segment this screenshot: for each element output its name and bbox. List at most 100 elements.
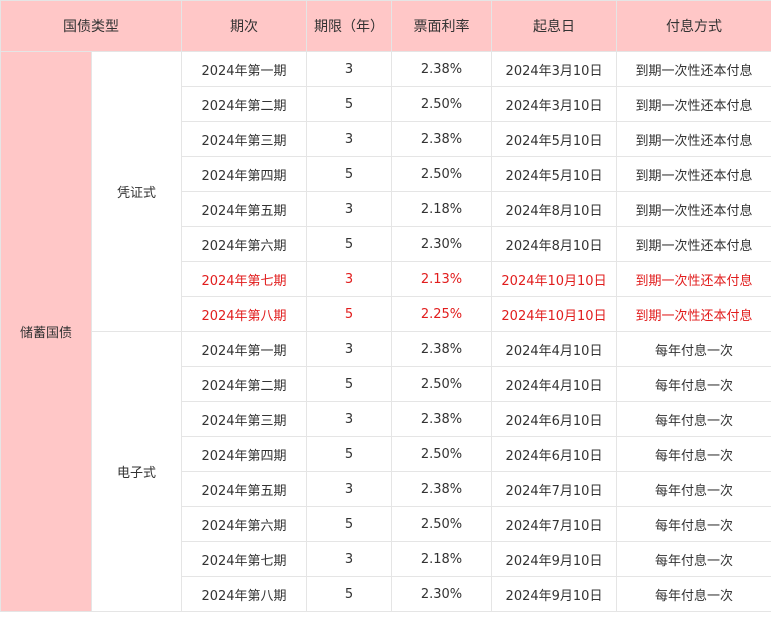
table-row: 2024年第三期 3 2.38% 2024年6月10日 每年付息一次 bbox=[1, 401, 771, 437]
table-row: 2024年第八期 5 2.30% 2024年9月10日 每年付息一次 bbox=[1, 576, 771, 612]
payment-method-cell: 到期一次性还本付息 bbox=[616, 156, 771, 192]
rate-cell: 2.18% bbox=[391, 541, 492, 577]
rate-cell: 2.50% bbox=[391, 436, 492, 472]
bond-type-cell: 储蓄国债 bbox=[0, 51, 92, 612]
period-cell: 2024年第六期 bbox=[181, 506, 307, 542]
payment-method-cell: 每年付息一次 bbox=[616, 331, 771, 367]
rate-cell: 2.38% bbox=[391, 331, 492, 367]
start-date-cell: 2024年8月10日 bbox=[491, 226, 617, 262]
table-row: 2024年第三期 3 2.38% 2024年5月10日 到期一次性还本付息 bbox=[1, 121, 771, 157]
table-row: 2024年第四期 5 2.50% 2024年6月10日 每年付息一次 bbox=[1, 436, 771, 472]
table-body: 储蓄国债 凭证式 2024年第一期 3 2.38% 2024年3月10日 到期一次性还本付息… bbox=[0, 51, 771, 612]
start-date-cell: 2024年6月10日 bbox=[491, 401, 617, 437]
start-date-cell: 2024年4月10日 bbox=[491, 366, 617, 402]
rate-cell: 2.30% bbox=[391, 576, 492, 612]
period-cell: 2024年第三期 bbox=[181, 121, 307, 157]
start-date-cell: 2024年7月10日 bbox=[491, 471, 617, 507]
start-date-cell: 2024年5月10日 bbox=[491, 156, 617, 192]
start-date-cell: 2024年10月10日 bbox=[491, 261, 617, 297]
payment-method-cell: 到期一次性还本付息 bbox=[616, 261, 771, 297]
term-cell: 5 bbox=[306, 156, 392, 192]
rate-cell: 2.50% bbox=[391, 156, 492, 192]
period-cell: 2024年第八期 bbox=[181, 296, 307, 332]
payment-method-cell: 到期一次性还本付息 bbox=[616, 226, 771, 262]
payment-method-cell: 每年付息一次 bbox=[616, 436, 771, 472]
header-period: 期次 bbox=[181, 0, 307, 52]
start-date-cell: 2024年7月10日 bbox=[491, 506, 617, 542]
table-row: 2024年第二期 5 2.50% 2024年3月10日 到期一次性还本付息 bbox=[1, 86, 771, 122]
term-cell: 3 bbox=[306, 541, 392, 577]
term-cell: 3 bbox=[306, 191, 392, 227]
period-cell: 2024年第八期 bbox=[181, 576, 307, 612]
header-bond-type: 国债类型 bbox=[0, 0, 182, 52]
rate-cell: 2.38% bbox=[391, 471, 492, 507]
payment-method-cell: 到期一次性还本付息 bbox=[616, 86, 771, 122]
rate-cell: 2.38% bbox=[391, 401, 492, 437]
payment-method-cell: 每年付息一次 bbox=[616, 471, 771, 507]
period-cell: 2024年第二期 bbox=[181, 366, 307, 402]
term-cell: 5 bbox=[306, 576, 392, 612]
rate-cell: 2.13% bbox=[391, 261, 492, 297]
start-date-cell: 2024年3月10日 bbox=[491, 51, 617, 87]
period-cell: 2024年第五期 bbox=[181, 191, 307, 227]
term-cell: 3 bbox=[306, 401, 392, 437]
rate-cell: 2.50% bbox=[391, 506, 492, 542]
rate-cell: 2.38% bbox=[391, 51, 492, 87]
payment-method-cell: 到期一次性还本付息 bbox=[616, 191, 771, 227]
term-cell: 5 bbox=[306, 506, 392, 542]
payment-method-cell: 每年付息一次 bbox=[616, 541, 771, 577]
term-cell: 5 bbox=[306, 296, 392, 332]
term-cell: 3 bbox=[306, 261, 392, 297]
start-date-cell: 2024年5月10日 bbox=[491, 121, 617, 157]
period-cell: 2024年第三期 bbox=[181, 401, 307, 437]
payment-method-cell: 到期一次性还本付息 bbox=[616, 51, 771, 87]
start-date-cell: 2024年3月10日 bbox=[491, 86, 617, 122]
start-date-cell: 2024年4月10日 bbox=[491, 331, 617, 367]
payment-method-cell: 到期一次性还本付息 bbox=[616, 121, 771, 157]
term-cell: 5 bbox=[306, 436, 392, 472]
payment-method-cell: 到期一次性还本付息 bbox=[616, 296, 771, 332]
period-cell: 2024年第二期 bbox=[181, 86, 307, 122]
start-date-cell: 2024年9月10日 bbox=[491, 541, 617, 577]
start-date-cell: 2024年9月10日 bbox=[491, 576, 617, 612]
payment-method-cell: 每年付息一次 bbox=[616, 576, 771, 612]
bond-subtype-cell: 凭证式 bbox=[91, 51, 182, 332]
rate-cell: 2.50% bbox=[391, 86, 492, 122]
header-term: 期限（年） bbox=[306, 0, 392, 52]
bond-subtype-cell: 电子式 bbox=[91, 331, 182, 612]
term-cell: 3 bbox=[306, 331, 392, 367]
rate-cell: 2.18% bbox=[391, 191, 492, 227]
period-cell: 2024年第七期 bbox=[181, 261, 307, 297]
payment-method-cell: 每年付息一次 bbox=[616, 401, 771, 437]
table-row: 2024年第二期 5 2.50% 2024年4月10日 每年付息一次 bbox=[1, 366, 771, 402]
period-cell: 2024年第一期 bbox=[181, 51, 307, 87]
table-row: 2024年第八期 5 2.25% 2024年10月10日 到期一次性还本付息 bbox=[1, 296, 771, 332]
period-cell: 2024年第六期 bbox=[181, 226, 307, 262]
table-row: 2024年第七期 3 2.18% 2024年9月10日 每年付息一次 bbox=[1, 541, 771, 577]
payment-method-cell: 每年付息一次 bbox=[616, 366, 771, 402]
term-cell: 3 bbox=[306, 471, 392, 507]
period-cell: 2024年第四期 bbox=[181, 436, 307, 472]
header-rate: 票面利率 bbox=[391, 0, 492, 52]
rate-cell: 2.50% bbox=[391, 366, 492, 402]
header-row: 国债类型 期次 期限（年） 票面利率 起息日 付息方式 bbox=[0, 0, 771, 52]
table-row: 2024年第五期 3 2.18% 2024年8月10日 到期一次性还本付息 bbox=[1, 191, 771, 227]
payment-method-cell: 每年付息一次 bbox=[616, 506, 771, 542]
term-cell: 5 bbox=[306, 86, 392, 122]
period-cell: 2024年第四期 bbox=[181, 156, 307, 192]
table-row: 2024年第七期 3 2.13% 2024年10月10日 到期一次性还本付息 bbox=[1, 261, 771, 297]
rate-cell: 2.30% bbox=[391, 226, 492, 262]
period-cell: 2024年第一期 bbox=[181, 331, 307, 367]
table-row: 储蓄国债 凭证式 2024年第一期 3 2.38% 2024年3月10日 到期一次性还本付息 bbox=[0, 51, 771, 612]
term-cell: 3 bbox=[306, 121, 392, 157]
table-row: 2024年第五期 3 2.38% 2024年7月10日 每年付息一次 bbox=[1, 471, 771, 507]
rate-cell: 2.38% bbox=[391, 121, 492, 157]
table-row: 2024年第四期 5 2.50% 2024年5月10日 到期一次性还本付息 bbox=[1, 156, 771, 192]
start-date-cell: 2024年6月10日 bbox=[491, 436, 617, 472]
term-cell: 3 bbox=[306, 51, 392, 87]
start-date-cell: 2024年8月10日 bbox=[491, 191, 617, 227]
term-cell: 5 bbox=[306, 366, 392, 402]
table-row: 电子式 2024年第一期 3 2.38% 2024年4月10日 每年付息一次 bbox=[1, 331, 771, 612]
header-start-date: 起息日 bbox=[491, 0, 617, 52]
